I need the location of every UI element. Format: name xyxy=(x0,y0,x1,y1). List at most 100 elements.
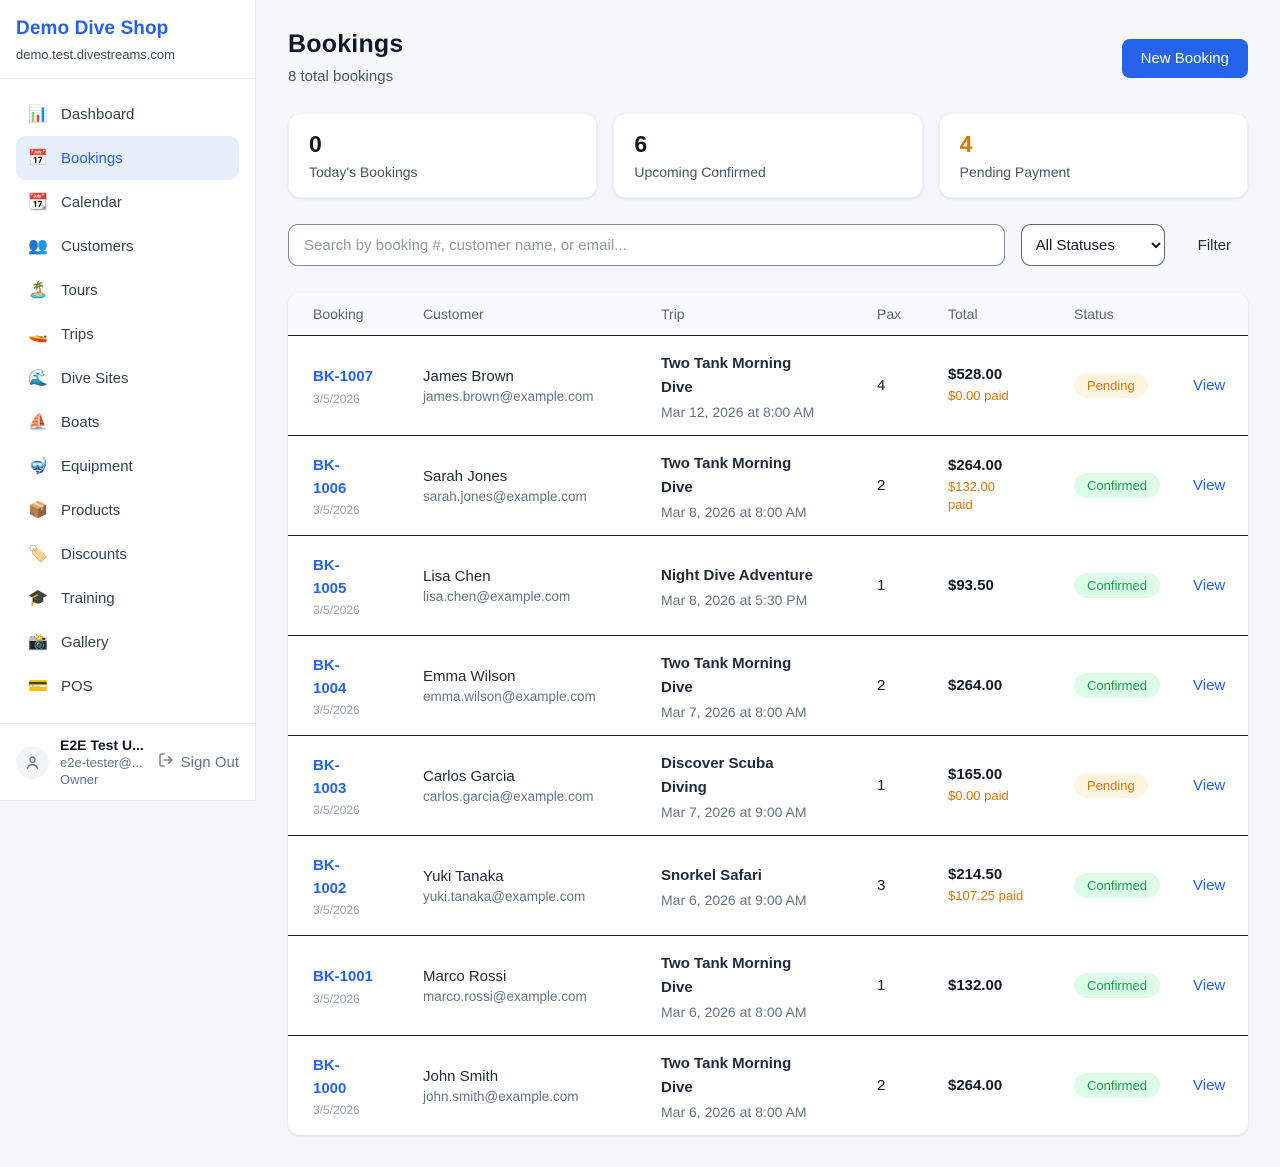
view-booking-link[interactable]: View xyxy=(1193,1076,1226,1094)
column-header-customer: Customer xyxy=(423,306,484,322)
page-header: Bookings 8 total bookings New Booking xyxy=(288,30,1248,85)
customer-email: john.smith@example.com xyxy=(423,1088,579,1104)
trip-name: Discover Scuba Diving xyxy=(661,754,774,796)
pax-count: 4 xyxy=(877,377,886,394)
table-body: BK-1007 3/5/2026 James Brown james.brown… xyxy=(288,335,1248,1135)
table-row: BK-1001 3/5/2026 Marco Rossi marco.rossi… xyxy=(288,935,1248,1035)
status-badge: Confirmed xyxy=(1074,573,1160,598)
products-icon: 📦 xyxy=(28,502,48,519)
view-booking-link[interactable]: View xyxy=(1193,376,1226,394)
booking-id-link[interactable]: BK- 1004 xyxy=(313,656,347,697)
dive-sites-icon: 🌊 xyxy=(28,370,48,387)
search-input[interactable] xyxy=(288,224,1005,266)
trip-name: Snorkel Safari xyxy=(661,866,762,884)
paid-amount: $107.25 paid xyxy=(948,887,1024,903)
sidebar-item-equipment[interactable]: 🤿 Equipment xyxy=(16,444,239,488)
dashboard-icon: 📊 xyxy=(28,106,48,123)
discounts-icon: 🏷️ xyxy=(28,546,48,563)
total-amount: $264.00 xyxy=(948,677,1003,694)
booking-id-link[interactable]: BK-1001 xyxy=(313,968,374,986)
view-booking-link[interactable]: View xyxy=(1193,576,1226,594)
column-header-status: Status xyxy=(1074,306,1114,322)
table-row: BK- 1006 3/5/2026 Sarah Jones sarah.jone… xyxy=(288,435,1248,535)
sidebar-item-pos[interactable]: 💳 POS xyxy=(16,664,239,708)
sidebar-item-products[interactable]: 📦 Products xyxy=(16,488,239,532)
booking-id-link[interactable]: BK- 1005 xyxy=(313,556,347,597)
sign-out-button[interactable]: Sign Out xyxy=(158,752,239,772)
table-row: BK- 1000 3/5/2026 John Smith john.smith@… xyxy=(288,1035,1248,1135)
equipment-icon: 🤿 xyxy=(28,458,48,475)
total-amount: $264.00 xyxy=(948,1077,1003,1094)
calendar-icon: 📆 xyxy=(28,194,48,211)
sidebar: Demo Dive Shop demo.test.divestreams.com… xyxy=(0,0,256,801)
training-icon: 🎓 xyxy=(28,590,48,607)
booking-id-link[interactable]: BK- 1000 xyxy=(313,1056,347,1097)
trip-datetime: Mar 8, 2026 at 5:30 PM xyxy=(661,591,808,608)
user-info: E2E Test U... e2e-tester@... Owner xyxy=(60,737,147,787)
customer-name: Yuki Tanaka xyxy=(423,867,504,885)
stat-card-upcoming-confirmed: 6 Upcoming Confirmed xyxy=(613,113,923,198)
view-booking-link[interactable]: View xyxy=(1193,676,1226,694)
boats-icon: ⛵ xyxy=(28,414,48,431)
booking-id-link[interactable]: BK- 1003 xyxy=(313,756,347,797)
booking-id-link[interactable]: BK-1007 xyxy=(313,368,374,386)
stat-label: Upcoming Confirmed xyxy=(634,164,766,180)
stats-row: 0 Today's Bookings 6 Upcoming Confirmed … xyxy=(288,113,1248,198)
view-booking-link[interactable]: View xyxy=(1193,876,1226,894)
trip-name: Two Tank Morning Dive xyxy=(661,654,792,696)
sidebar-item-calendar[interactable]: 📆 Calendar xyxy=(16,180,239,224)
sidebar-item-tours[interactable]: 🏝️ Tours xyxy=(16,268,239,312)
filter-button[interactable]: Filter xyxy=(1181,237,1248,254)
stat-label: Today's Bookings xyxy=(309,164,418,180)
sidebar-item-bookings[interactable]: 📅 Bookings xyxy=(16,136,239,180)
view-booking-link[interactable]: View xyxy=(1193,776,1226,794)
brand-domain: demo.test.divestreams.com xyxy=(16,47,175,62)
customer-name: Emma Wilson xyxy=(423,667,516,685)
customer-name: Carlos Garcia xyxy=(423,767,515,785)
filter-bar: All Statuses Filter xyxy=(288,224,1248,266)
sidebar-item-label: Calendar xyxy=(61,193,122,211)
sidebar-item-dive-sites[interactable]: 🌊 Dive Sites xyxy=(16,356,239,400)
sidebar-item-customers[interactable]: 👥 Customers xyxy=(16,224,239,268)
new-booking-button[interactable]: New Booking xyxy=(1121,39,1248,78)
trip-name: Two Tank Morning Dive xyxy=(661,954,792,996)
sidebar-item-training[interactable]: 🎓 Training xyxy=(16,576,239,620)
trip-name: Night Dive Adventure xyxy=(661,566,813,584)
sidebar-item-gallery[interactable]: 📸 Gallery xyxy=(16,620,239,664)
page-heading-group: Bookings 8 total bookings xyxy=(288,30,404,85)
sidebar-item-boats[interactable]: ⛵ Boats xyxy=(16,400,239,444)
total-amount: $264.00 xyxy=(948,456,1003,474)
view-booking-link[interactable]: View xyxy=(1193,976,1226,994)
booking-date: 3/5/2026 xyxy=(313,803,360,818)
trip-datetime: Mar 6, 2026 at 9:00 AM xyxy=(661,891,807,908)
sign-out-label: Sign Out xyxy=(180,753,239,771)
booking-date: 3/5/2026 xyxy=(313,903,360,918)
pax-count: 1 xyxy=(877,577,886,594)
customer-email: carlos.garcia@example.com xyxy=(423,788,594,804)
booking-date: 3/5/2026 xyxy=(313,703,360,718)
booking-id-link[interactable]: BK- 1006 xyxy=(313,456,347,497)
booking-id-link[interactable]: BK- 1002 xyxy=(313,856,347,897)
bookings-table: Booking Customer Trip Pax Total Status B… xyxy=(288,293,1248,1135)
gallery-icon: 📸 xyxy=(28,634,48,651)
stat-card-pending-payment: 4 Pending Payment xyxy=(938,113,1248,198)
booking-date: 3/5/2026 xyxy=(313,391,360,406)
pax-count: 1 xyxy=(877,777,886,794)
user-name: E2E Test U... xyxy=(60,737,144,753)
column-header-booking: Booking xyxy=(313,306,364,322)
sidebar-item-trips[interactable]: 🚤 Trips xyxy=(16,312,239,356)
status-badge: Pending xyxy=(1074,773,1148,798)
sidebar-item-discounts[interactable]: 🏷️ Discounts xyxy=(16,532,239,576)
stat-value: 4 xyxy=(959,131,973,157)
table-row: BK-1007 3/5/2026 James Brown james.brown… xyxy=(288,335,1248,435)
customer-name: John Smith xyxy=(423,1067,499,1085)
sidebar-item-dashboard[interactable]: 📊 Dashboard xyxy=(16,92,239,136)
trips-icon: 🚤 xyxy=(28,326,48,343)
sidebar-item-label: Trips xyxy=(61,325,94,343)
pax-count: 2 xyxy=(877,477,886,494)
sidebar-item-label: Products xyxy=(61,501,121,519)
view-booking-link[interactable]: View xyxy=(1193,476,1226,494)
customer-name: James Brown xyxy=(423,367,514,385)
status-filter-select[interactable]: All Statuses xyxy=(1020,224,1165,266)
